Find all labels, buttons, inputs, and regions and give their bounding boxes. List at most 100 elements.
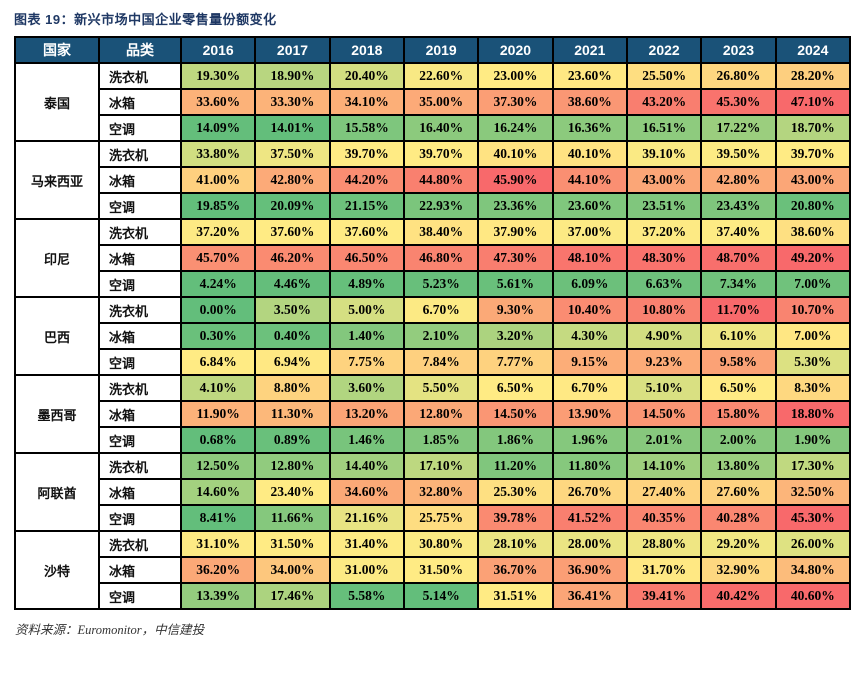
value-cell: 36.41%: [551, 582, 628, 610]
value-cell: 1.46%: [328, 426, 405, 454]
table-row: 冰箱 45.70% 46.20% 46.50% 46.80% 47.30% 48.10% 48…: [15, 244, 852, 272]
value-cell: 5.50%: [402, 374, 480, 402]
value-cell: 23.43%: [700, 192, 777, 220]
value-cell: 40.10%: [551, 140, 628, 168]
value-cell: 44.10%: [551, 166, 628, 194]
table-body: 泰国 洗衣机 19.30% 18.90% 20.40% 22.60% 23.00% 23.60…: [14, 62, 852, 610]
value-cell: 6.70%: [551, 374, 628, 402]
table-row: 冰箱 36.20% 34.00% 31.00% 31.50% 36.70% 36.90% 31…: [15, 556, 852, 584]
value-cell: 17.46%: [254, 582, 331, 610]
value-cell: 18.70%: [774, 114, 852, 142]
value-cell: 8.80%: [254, 374, 331, 402]
value-cell: 16.24%: [477, 114, 554, 142]
value-cell: 0.00%: [179, 296, 257, 324]
value-cell: 48.30%: [625, 244, 703, 272]
value-cell: 6.63%: [625, 270, 703, 298]
value-cell: 34.10%: [328, 88, 405, 116]
value-cell: 45.90%: [477, 166, 554, 194]
table-row: 印尼 洗衣机 37.20% 37.60% 37.60% 38.40% 37.90% 37.00…: [14, 218, 852, 298]
value-cell: 40.35%: [625, 504, 703, 532]
value-cell: 28.10%: [477, 530, 554, 558]
value-cell: 1.90%: [774, 426, 852, 454]
value-cell: 31.10%: [179, 530, 257, 558]
table-row: 巴西 洗衣机 0.00% 3.50% 5.00% 6.70% 9.30% 10.40% 10.8…: [14, 296, 852, 376]
category-cell: 洗衣机: [98, 140, 182, 168]
category-cell: 洗衣机: [98, 218, 182, 246]
value-cell: 37.90%: [477, 218, 554, 246]
value-cell: 39.41%: [625, 582, 703, 610]
value-cell: 43.20%: [625, 88, 703, 116]
value-cell: 23.60%: [551, 192, 628, 220]
value-cell: 45.30%: [774, 504, 852, 532]
value-cell: 2.01%: [625, 426, 703, 454]
value-cell: 34.60%: [328, 478, 405, 506]
value-cell: 6.70%: [402, 296, 480, 324]
value-cell: 18.80%: [774, 400, 852, 428]
value-cell: 37.20%: [179, 218, 257, 246]
value-cell: 37.30%: [477, 88, 554, 116]
value-cell: 27.60%: [700, 478, 777, 506]
value-cell: 42.80%: [700, 166, 777, 194]
value-cell: 2.00%: [700, 426, 777, 454]
year-column-header: 2016: [179, 36, 257, 64]
value-cell: 32.50%: [774, 478, 852, 506]
value-cell: 20.80%: [774, 192, 852, 220]
value-cell: 13.39%: [179, 582, 257, 610]
value-cell: 11.30%: [254, 400, 331, 428]
value-cell: 40.60%: [774, 582, 852, 610]
value-cell: 41.00%: [179, 166, 257, 194]
value-cell: 12.80%: [402, 400, 480, 428]
value-cell: 14.60%: [179, 478, 257, 506]
value-cell: 16.36%: [551, 114, 628, 142]
country-cell: 泰国: [14, 62, 100, 142]
value-cell: 37.60%: [254, 218, 331, 246]
value-cell: 26.00%: [774, 530, 852, 558]
value-cell: 6.10%: [700, 322, 777, 350]
value-cell: 45.30%: [700, 88, 777, 116]
value-cell: 22.60%: [402, 62, 480, 90]
year-column-header: 2023: [700, 36, 777, 64]
value-cell: 1.96%: [551, 426, 628, 454]
value-cell: 5.10%: [625, 374, 703, 402]
value-cell: 7.00%: [774, 270, 852, 298]
value-cell: 19.30%: [179, 62, 257, 90]
table-row: 冰箱 11.90% 11.30% 13.20% 12.80% 14.50% 13.90% 14…: [15, 400, 852, 428]
value-cell: 34.00%: [254, 556, 331, 584]
value-cell: 18.90%: [254, 62, 331, 90]
value-cell: 26.70%: [551, 478, 628, 506]
value-cell: 39.70%: [774, 140, 852, 168]
value-cell: 11.90%: [179, 400, 257, 428]
value-cell: 11.70%: [700, 296, 777, 324]
value-cell: 31.40%: [328, 530, 405, 558]
value-cell: 39.10%: [625, 140, 703, 168]
value-cell: 47.10%: [774, 88, 852, 116]
category-cell: 冰箱: [98, 244, 182, 272]
table-row: 墨西哥 洗衣机 4.10% 8.80% 3.60% 5.50% 6.50% 6.70% 5.10…: [14, 374, 852, 454]
table-row: 泰国 洗衣机 19.30% 18.90% 20.40% 22.60% 23.00% 23.60…: [14, 62, 852, 142]
table-row: 马来西亚 洗衣机 33.80% 37.50% 39.70% 39.70% 40.10% 40.…: [14, 140, 852, 220]
table-row: 空调 6.84% 6.94% 7.75% 7.84% 7.77% 9.15% 9.23% 9.5…: [15, 348, 852, 376]
value-cell: 31.51%: [477, 582, 554, 610]
value-cell: 43.00%: [774, 166, 852, 194]
value-cell: 7.84%: [402, 348, 480, 376]
value-cell: 13.90%: [551, 400, 628, 428]
value-cell: 36.90%: [551, 556, 628, 584]
value-cell: 46.50%: [328, 244, 405, 272]
year-column-header: 2019: [402, 36, 480, 64]
table-row: 冰箱 41.00% 42.80% 44.20% 44.80% 45.90% 44.10% 43…: [15, 166, 852, 194]
value-cell: 9.23%: [625, 348, 703, 376]
value-cell: 49.20%: [774, 244, 852, 272]
value-cell: 14.50%: [625, 400, 703, 428]
value-cell: 20.40%: [328, 62, 405, 90]
value-cell: 37.00%: [551, 218, 628, 246]
value-cell: 7.00%: [774, 322, 852, 350]
value-cell: 4.30%: [551, 322, 628, 350]
value-cell: 44.80%: [402, 166, 480, 194]
value-cell: 32.90%: [700, 556, 777, 584]
value-cell: 9.30%: [477, 296, 554, 324]
value-cell: 6.84%: [179, 348, 257, 376]
table-row: 空调 14.09% 14.01% 15.58% 16.40% 16.24% 16.36% 16…: [15, 114, 852, 142]
table-row: 空调 19.85% 20.09% 21.15% 22.93% 23.36% 23.60% 23…: [15, 192, 852, 220]
value-cell: 32.80%: [402, 478, 480, 506]
value-cell: 40.28%: [700, 504, 777, 532]
